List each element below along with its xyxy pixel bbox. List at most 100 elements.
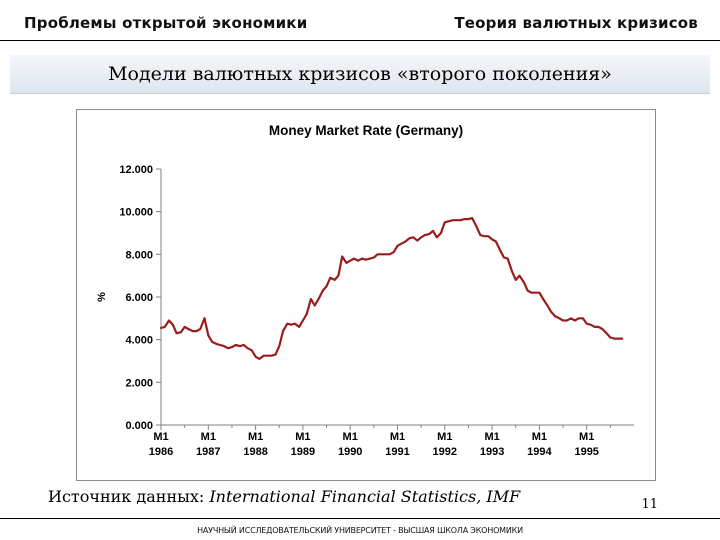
data-point xyxy=(499,249,501,251)
data-point xyxy=(606,332,608,334)
data-point xyxy=(255,356,257,358)
data-point xyxy=(187,328,189,330)
data-point xyxy=(314,304,316,307)
data-point xyxy=(270,355,272,357)
data-point xyxy=(219,344,221,346)
data-point xyxy=(586,323,588,325)
data-point xyxy=(365,259,367,261)
x-tick-label-year: 1992 xyxy=(433,446,457,458)
data-point xyxy=(377,253,379,255)
data-point xyxy=(479,234,481,236)
data-point xyxy=(168,319,170,322)
data-point xyxy=(349,260,351,262)
data-point xyxy=(507,258,509,260)
data-point xyxy=(298,326,300,328)
data-point xyxy=(404,240,407,243)
data-point xyxy=(558,317,560,319)
data-point xyxy=(247,347,249,349)
data-point xyxy=(471,217,473,219)
data-point xyxy=(388,253,391,255)
data-point xyxy=(467,218,469,220)
data-point xyxy=(530,292,532,294)
y-tick-label: 2.000 xyxy=(125,377,153,389)
data-point xyxy=(408,237,410,239)
data-point xyxy=(527,290,529,292)
data-point xyxy=(589,324,592,326)
page-number: 11 xyxy=(641,497,658,512)
data-point xyxy=(538,292,540,294)
data-point xyxy=(302,319,304,322)
data-point xyxy=(373,256,375,259)
money-market-rate-chart: Money Market Rate (Germany) % 0.000 2.000… xyxy=(96,123,634,458)
data-point xyxy=(566,319,568,322)
data-point xyxy=(215,343,217,345)
data-point xyxy=(464,218,466,220)
data-point xyxy=(385,253,387,255)
x-tick-label-month: M1 xyxy=(484,431,499,443)
data-point xyxy=(337,275,339,277)
y-axis-label: % xyxy=(96,292,108,302)
slide-title: Модели валютных кризисов «второго поколе… xyxy=(108,63,612,85)
data-source: Источник данных: International Financial… xyxy=(48,487,520,506)
y-tick-label: 12.000 xyxy=(119,164,153,176)
data-point xyxy=(617,338,620,340)
footer-text: НАУЧНЫЙ ИССЛЕДОВАТЕЛЬСКИЙ УНИВЕРСИТЕТ - … xyxy=(197,526,523,535)
x-tick-label-month: M1 xyxy=(295,431,310,443)
data-point xyxy=(353,258,355,260)
data-point xyxy=(325,285,328,287)
data-point xyxy=(274,354,277,356)
data-point xyxy=(483,235,485,237)
data-point xyxy=(562,319,564,322)
data-point xyxy=(621,338,623,340)
x-tick-label-month: M1 xyxy=(437,431,452,443)
data-point xyxy=(251,349,253,351)
chart-ticks: 0.000 2.000 4.000 6.000 8.000 10.000 12.000 M1 1… xyxy=(119,164,611,458)
x-tick-label-year: 1991 xyxy=(385,446,409,458)
data-point xyxy=(597,326,600,328)
data-point xyxy=(574,319,576,322)
data-point xyxy=(428,233,430,235)
data-point xyxy=(440,232,442,234)
data-point xyxy=(424,234,426,236)
data-point xyxy=(459,219,461,221)
data-point xyxy=(176,332,178,334)
chart-axes xyxy=(160,169,634,426)
data-point xyxy=(290,324,292,326)
x-tick-label-month: M1 xyxy=(153,431,168,443)
data-point xyxy=(184,326,186,328)
data-point xyxy=(613,338,615,340)
x-tick-label-month: M1 xyxy=(201,431,216,443)
data-point xyxy=(211,341,213,343)
data-point xyxy=(192,330,194,332)
x-tick-label-year: 1993 xyxy=(480,446,504,458)
data-point xyxy=(369,258,371,260)
data-point xyxy=(341,255,343,258)
data-point xyxy=(195,330,198,332)
data-point xyxy=(203,317,206,319)
data-point xyxy=(570,317,572,319)
data-point xyxy=(227,347,229,349)
data-point xyxy=(515,279,517,281)
x-tick-label-month: M1 xyxy=(579,431,594,443)
chart-frame: Money Market Rate (Germany) % 0.000 2.000… xyxy=(76,109,656,481)
data-point xyxy=(487,235,489,237)
data-point xyxy=(582,317,584,319)
data-point xyxy=(436,236,438,238)
data-point xyxy=(491,238,493,240)
data-point xyxy=(306,313,308,315)
data-point xyxy=(416,239,418,242)
x-tick-label-year: 1989 xyxy=(291,446,315,458)
x-tick-label-year: 1986 xyxy=(149,446,173,458)
y-tick-label: 4.000 xyxy=(125,335,153,347)
y-tick-label: 10.000 xyxy=(119,207,153,219)
y-tick-label: 8.000 xyxy=(125,249,153,261)
data-point xyxy=(542,298,544,300)
footer-divider xyxy=(0,518,720,519)
x-tick-label-year: 1995 xyxy=(574,446,598,458)
x-tick-label-year: 1987 xyxy=(196,446,220,458)
data-point xyxy=(345,262,347,264)
data-point xyxy=(263,355,265,357)
x-tick-label-month: M1 xyxy=(248,431,263,443)
y-tick-label: 0.000 xyxy=(125,420,153,432)
data-point xyxy=(511,270,513,272)
